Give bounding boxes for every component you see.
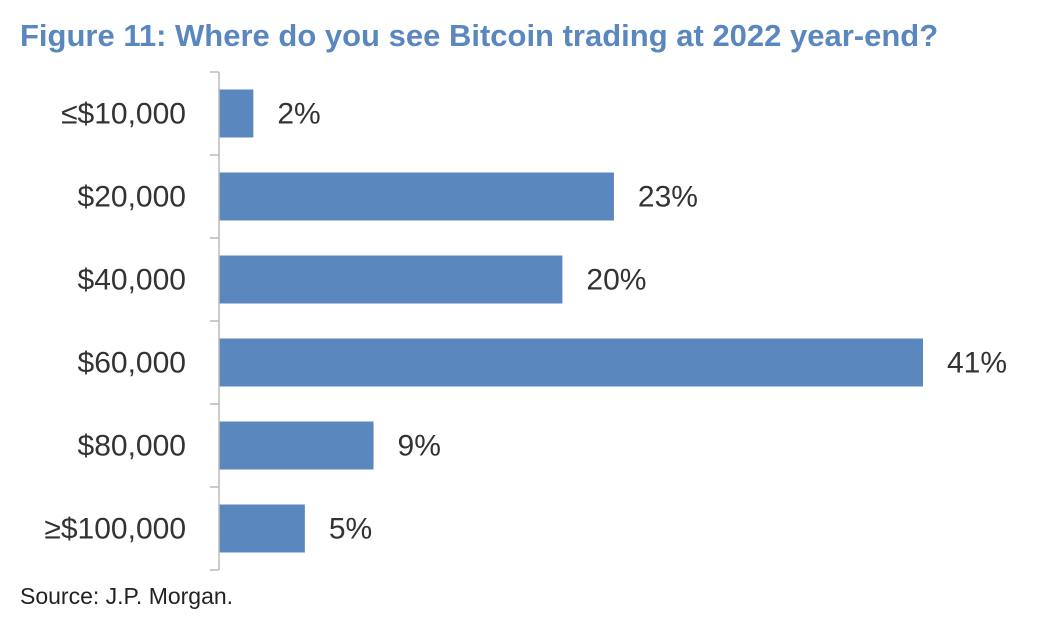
bar: [219, 421, 374, 470]
y-tick-label: ≤$10,000: [61, 97, 186, 130]
y-tick-label: $60,000: [78, 346, 186, 379]
y-tick-label: $40,000: [78, 263, 186, 296]
bar: [219, 89, 254, 138]
y-tick-label: $80,000: [78, 429, 186, 462]
bar: [219, 504, 305, 553]
source-note: Source: J.P. Morgan.: [20, 583, 233, 609]
value-label: 23%: [638, 180, 698, 213]
y-tick-label: $20,000: [78, 180, 186, 213]
bar: [219, 172, 614, 221]
value-label: 2%: [277, 97, 320, 130]
value-label: 41%: [947, 346, 1007, 379]
value-label: 20%: [586, 263, 646, 296]
chart-title: Figure 11: Where do you see Bitcoin trad…: [20, 18, 938, 53]
y-tick-label: ≥$100,000: [44, 512, 186, 545]
bar: [219, 255, 563, 304]
bar: [219, 338, 923, 387]
value-label: 9%: [398, 429, 441, 462]
value-label: 5%: [329, 512, 372, 545]
